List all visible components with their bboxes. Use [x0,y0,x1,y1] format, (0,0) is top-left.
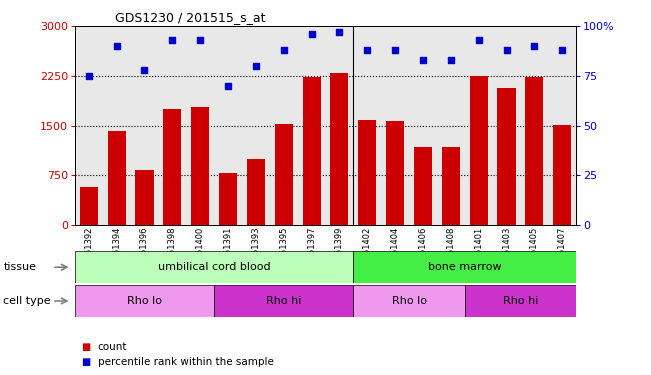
Point [167,37,178,43]
Point [334,29,344,35]
Text: ■: ■ [81,357,90,367]
Bar [275,124,293,225]
Point [279,47,289,53]
Bar [386,121,404,225]
Bar [75,285,214,317]
Text: Rho lo: Rho lo [391,296,426,306]
Bar [465,285,576,317]
Bar [303,77,321,225]
Point [307,31,317,37]
Text: percentile rank within the sample: percentile rank within the sample [98,357,273,367]
Point [83,73,94,79]
Point [529,43,540,49]
Text: Rho hi: Rho hi [266,296,301,306]
Point [418,57,428,63]
Point [251,63,261,69]
Point [445,57,456,63]
Bar [358,120,376,225]
Point [390,47,400,53]
Bar [525,77,544,225]
Bar [75,251,353,283]
Point [557,47,568,53]
Bar [442,147,460,225]
Bar [107,131,126,225]
Bar [469,76,488,225]
Bar [553,125,572,225]
Point [139,67,150,73]
Bar [497,88,516,225]
Bar [135,170,154,225]
Point [362,47,372,53]
Bar [191,107,209,225]
Text: Rho hi: Rho hi [503,296,538,306]
Text: GDS1230 / 201515_s_at: GDS1230 / 201515_s_at [115,11,266,24]
Bar [353,285,465,317]
Bar [247,159,265,225]
Point [473,37,484,43]
Point [195,37,206,43]
Bar [219,173,237,225]
Bar [79,187,98,225]
Text: cell type: cell type [3,296,51,306]
Point [501,47,512,53]
Point [223,83,233,89]
Bar [414,147,432,225]
Text: count: count [98,342,127,352]
Text: bone marrow: bone marrow [428,262,501,272]
Bar [163,109,182,225]
Text: umbilical cord blood: umbilical cord blood [158,262,270,272]
Bar [353,251,576,283]
Text: ■: ■ [81,342,90,352]
Bar [330,73,348,225]
Bar [214,285,353,317]
Text: Rho lo: Rho lo [127,296,162,306]
Point [111,43,122,49]
Text: tissue: tissue [3,262,36,272]
